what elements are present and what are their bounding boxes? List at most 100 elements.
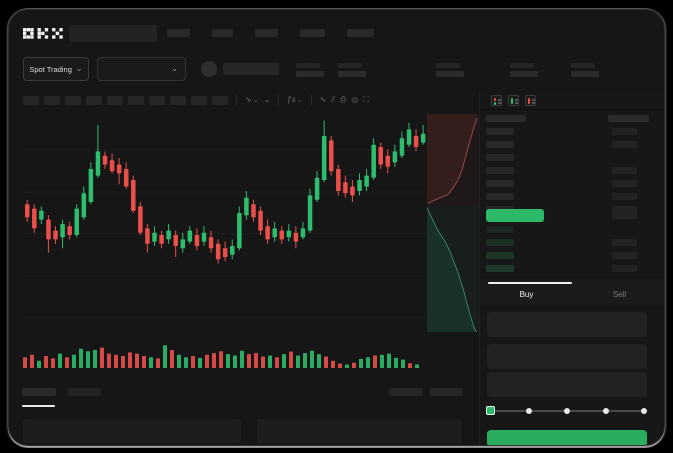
icon-color-bar bbox=[494, 102, 496, 105]
bottom-right-controls bbox=[389, 388, 462, 396]
timeframe-button[interactable] bbox=[149, 95, 165, 105]
bottom-control[interactable] bbox=[389, 388, 422, 396]
market-type-dropdown[interactable]: Spot Trading ⌄ bbox=[23, 57, 89, 81]
coin-avatar bbox=[201, 61, 217, 77]
nav-item-placeholder[interactable] bbox=[212, 29, 233, 37]
ask-amount-bar bbox=[612, 141, 637, 148]
fx-indicator-icon[interactable]: ƒx ⌄ bbox=[287, 95, 303, 104]
timeframe-button[interactable] bbox=[107, 95, 123, 105]
icon-line bbox=[532, 102, 535, 104]
icon-color-bar bbox=[494, 98, 496, 101]
stat-label-placeholder bbox=[436, 63, 460, 68]
amount-slider[interactable] bbox=[486, 405, 647, 417]
candle-style-icon[interactable]: ⌄ bbox=[263, 95, 271, 104]
ask-amount-bar bbox=[612, 180, 637, 187]
ask-amount-bar bbox=[612, 206, 637, 213]
slider-stop[interactable] bbox=[525, 408, 532, 414]
slider-stop[interactable] bbox=[641, 408, 647, 414]
draw-tool-icon[interactable]: ⫽ bbox=[331, 95, 335, 104]
amount-input[interactable] bbox=[487, 344, 647, 369]
tab-sell[interactable]: Sell bbox=[612, 290, 627, 299]
ask-price-row[interactable] bbox=[486, 193, 514, 200]
bid-price-row[interactable] bbox=[486, 265, 514, 272]
book-mode-both-icon[interactable] bbox=[491, 95, 502, 106]
top-nav bbox=[167, 29, 374, 37]
stat-value-placeholder bbox=[436, 71, 464, 77]
toolbar-separator bbox=[310, 95, 312, 105]
bid-price-row[interactable] bbox=[486, 226, 514, 233]
last-price-badge[interactable] bbox=[486, 209, 544, 222]
icon-line bbox=[515, 99, 518, 101]
timeframe-button[interactable] bbox=[44, 95, 60, 105]
stat-label-placeholder bbox=[338, 63, 362, 68]
chevron-down-icon: ⌄ bbox=[171, 64, 178, 73]
chevron-down-icon: ⌄ bbox=[296, 96, 303, 104]
candlestick-chart[interactable] bbox=[23, 114, 426, 334]
icon-color-bar bbox=[511, 98, 513, 104]
toolbar-separator bbox=[278, 95, 280, 105]
timeframe-button[interactable] bbox=[86, 95, 102, 105]
ask-price-row[interactable] bbox=[486, 180, 514, 187]
trade-tabs: Buy Sell bbox=[480, 278, 664, 305]
ask-price-row[interactable] bbox=[486, 128, 514, 135]
buy-submit-button[interactable] bbox=[487, 430, 647, 445]
indicator-wave-icon[interactable]: ∿ ⌄ bbox=[245, 95, 259, 104]
fullscreen-icon[interactable]: ⛶ bbox=[363, 95, 369, 104]
slider-handle[interactable] bbox=[486, 406, 495, 415]
slider-stop[interactable] bbox=[564, 408, 570, 414]
settings-icon[interactable]: ◎ bbox=[351, 95, 359, 104]
depth-chart[interactable] bbox=[427, 114, 479, 332]
bottom-control[interactable] bbox=[430, 388, 462, 396]
order-book-panel: Buy Sell bbox=[479, 93, 664, 445]
line-tool-icon[interactable]: ∿ bbox=[319, 95, 327, 104]
ticker-stat bbox=[296, 63, 326, 77]
ask-price-row[interactable] bbox=[486, 167, 514, 174]
slider-stop[interactable] bbox=[602, 408, 609, 414]
bottom-tab-active[interactable] bbox=[22, 388, 56, 396]
bid-amount-bar bbox=[612, 239, 637, 246]
timeframe-button[interactable] bbox=[128, 95, 144, 105]
volume-chart bbox=[23, 345, 419, 368]
bottom-tab[interactable] bbox=[68, 388, 101, 396]
bid-price-row[interactable] bbox=[486, 252, 514, 259]
history-panel-placeholder bbox=[257, 419, 462, 443]
total-input[interactable] bbox=[487, 372, 647, 397]
active-tab-underline bbox=[22, 405, 55, 407]
bottom-tabs bbox=[22, 388, 101, 396]
timeframe-button[interactable] bbox=[212, 95, 228, 105]
ask-price-row[interactable] bbox=[486, 141, 514, 148]
timeframe-button[interactable] bbox=[65, 95, 81, 105]
camera-icon[interactable]: ⎙ bbox=[339, 95, 347, 104]
nav-item-placeholder[interactable] bbox=[300, 29, 325, 37]
timeframe-button[interactable] bbox=[170, 95, 186, 105]
orders-panel-placeholder bbox=[23, 419, 241, 443]
market-type-label: Spot Trading bbox=[29, 64, 72, 74]
icon-line bbox=[532, 99, 535, 101]
search-input[interactable] bbox=[69, 25, 157, 42]
book-header-amount bbox=[608, 115, 649, 122]
price-input[interactable] bbox=[487, 312, 647, 337]
bid-amount-bar bbox=[612, 252, 637, 259]
icon-line bbox=[498, 99, 501, 101]
ticker-stat bbox=[338, 63, 368, 77]
chart-toolbar: ∿ ⌄ ⌄ ƒx ⌄ ∿ ⫽ ⎙ ◎ ⛶ bbox=[23, 94, 369, 106]
pair-dropdown[interactable]: ⌄ bbox=[97, 57, 186, 81]
nav-item-placeholder[interactable] bbox=[167, 29, 190, 37]
timeframe-button[interactable] bbox=[23, 95, 39, 105]
toolbar-separator bbox=[236, 95, 237, 105]
ask-price-row[interactable] bbox=[486, 154, 514, 161]
book-mode-bids-icon[interactable] bbox=[508, 95, 519, 106]
ticker-stat bbox=[436, 63, 466, 77]
bid-price-row[interactable] bbox=[486, 239, 514, 246]
timeframe-button[interactable] bbox=[191, 95, 207, 105]
tab-buy[interactable]: Buy bbox=[519, 290, 534, 299]
stat-value-placeholder bbox=[338, 71, 366, 77]
nav-item-placeholder[interactable] bbox=[347, 29, 374, 37]
icon-line bbox=[498, 102, 501, 104]
stat-value-placeholder bbox=[510, 71, 538, 77]
stat-label-placeholder bbox=[296, 63, 320, 68]
active-tab-indicator bbox=[488, 282, 572, 284]
nav-item-placeholder[interactable] bbox=[255, 29, 278, 37]
chevron-down-icon: ⌄ bbox=[252, 96, 259, 104]
book-mode-asks-icon[interactable] bbox=[525, 95, 536, 106]
